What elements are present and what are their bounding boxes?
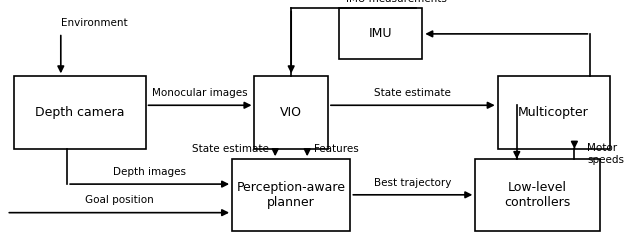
Text: Depth camera: Depth camera xyxy=(35,106,125,119)
Text: State estimate: State estimate xyxy=(374,88,451,98)
Text: Perception-aware
planner: Perception-aware planner xyxy=(237,181,346,209)
Text: State estimate: State estimate xyxy=(192,144,269,154)
Text: Depth images: Depth images xyxy=(113,167,186,177)
Text: Monocular images: Monocular images xyxy=(152,88,248,98)
Text: Multicopter: Multicopter xyxy=(518,106,589,119)
FancyBboxPatch shape xyxy=(475,159,600,230)
Text: Low-level
controllers: Low-level controllers xyxy=(504,181,571,209)
Text: Best trajectory: Best trajectory xyxy=(374,178,451,188)
Text: Environment: Environment xyxy=(61,18,127,28)
FancyBboxPatch shape xyxy=(339,8,422,59)
FancyBboxPatch shape xyxy=(15,76,146,149)
Text: IMU: IMU xyxy=(369,27,392,40)
Text: IMU measurements: IMU measurements xyxy=(346,0,447,4)
FancyBboxPatch shape xyxy=(498,76,609,149)
Text: Goal position: Goal position xyxy=(85,195,154,205)
FancyBboxPatch shape xyxy=(232,159,351,230)
FancyBboxPatch shape xyxy=(255,76,328,149)
Text: VIO: VIO xyxy=(280,106,302,119)
Text: Motor
speeds: Motor speeds xyxy=(588,143,624,165)
Text: Features: Features xyxy=(314,144,358,154)
